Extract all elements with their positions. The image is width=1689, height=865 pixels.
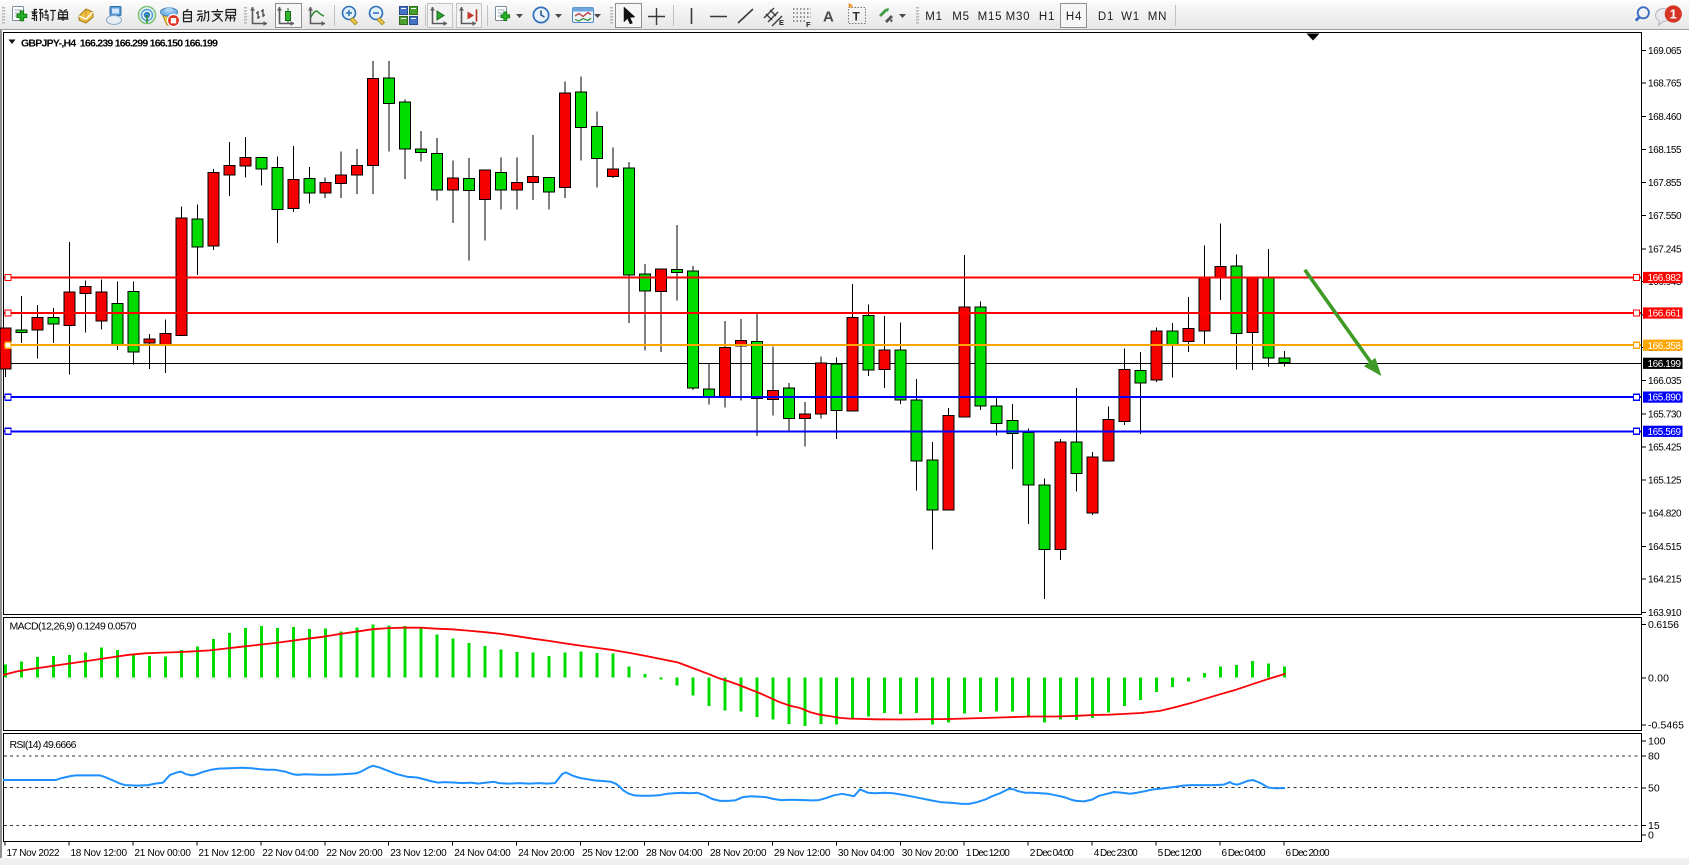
- svg-text:6 Dec 20:00: 6 Dec 20:00: [1286, 848, 1330, 859]
- svg-text:166.661: 166.661: [1648, 309, 1682, 320]
- svg-text:100: 100: [1648, 736, 1666, 748]
- svg-text:166.358: 166.358: [1648, 341, 1682, 352]
- svg-text:24 Nov 20:00: 24 Nov 20:00: [518, 848, 575, 859]
- svg-text:30 Nov 20:00: 30 Nov 20:00: [902, 848, 959, 859]
- svg-text:163.910: 163.910: [1648, 608, 1682, 619]
- svg-text:168.460: 168.460: [1648, 112, 1682, 123]
- svg-text:RSI(14) 49.6666: RSI(14) 49.6666: [10, 739, 77, 751]
- svg-text:24 Nov 04:00: 24 Nov 04:00: [454, 848, 511, 859]
- svg-text:167.550: 167.550: [1648, 211, 1682, 222]
- svg-text:0.6156: 0.6156: [1648, 619, 1679, 631]
- svg-text:165.425: 165.425: [1648, 443, 1682, 454]
- svg-text:W1: W1: [1121, 11, 1140, 23]
- svg-text:164.820: 164.820: [1648, 509, 1682, 520]
- svg-text:165.890: 165.890: [1648, 393, 1682, 404]
- svg-text:-0.5465: -0.5465: [1648, 720, 1684, 732]
- svg-text:4 Dec 23:00: 4 Dec 23:00: [1094, 848, 1138, 859]
- svg-text:M1: M1: [925, 11, 943, 23]
- svg-text:166.982: 166.982: [1648, 273, 1682, 284]
- svg-text:167.855: 167.855: [1648, 178, 1682, 189]
- svg-text:50: 50: [1648, 783, 1660, 795]
- svg-text:28 Nov 04:00: 28 Nov 04:00: [646, 848, 703, 859]
- svg-text:6 Dec 04:00: 6 Dec 04:00: [1222, 848, 1266, 859]
- svg-text:21 Nov 00:00: 21 Nov 00:00: [134, 848, 191, 859]
- svg-text:169.065: 169.065: [1648, 46, 1682, 57]
- svg-text:168.765: 168.765: [1648, 79, 1682, 90]
- svg-text:80: 80: [1648, 751, 1660, 763]
- svg-text:M5: M5: [952, 11, 970, 23]
- svg-text:GBPJPY-,H4 166.239 166.299 16: GBPJPY-,H4 166.239 166.299 166.150 166.1…: [21, 38, 218, 50]
- svg-text:A: A: [823, 9, 834, 26]
- svg-text:H1: H1: [1039, 11, 1055, 23]
- svg-text:18 Nov 12:00: 18 Nov 12:00: [71, 848, 128, 859]
- svg-text:164.215: 164.215: [1648, 575, 1682, 586]
- svg-text:30 Nov 04:00: 30 Nov 04:00: [838, 848, 895, 859]
- svg-text:T: T: [853, 10, 861, 24]
- svg-text:0.00: 0.00: [1648, 673, 1669, 685]
- svg-text:29 Nov 12:00: 29 Nov 12:00: [774, 848, 831, 859]
- svg-text:1 Dec 12:00: 1 Dec 12:00: [966, 848, 1010, 859]
- svg-text:5 Dec 12:00: 5 Dec 12:00: [1158, 848, 1202, 859]
- svg-text:M15: M15: [978, 11, 1003, 23]
- svg-text:0: 0: [1648, 830, 1654, 842]
- svg-text:15: 15: [1648, 820, 1660, 832]
- svg-text:H4: H4: [1066, 11, 1082, 23]
- svg-text:17 Nov 2022: 17 Nov 2022: [7, 848, 60, 859]
- svg-text:165.569: 165.569: [1648, 427, 1682, 438]
- svg-text:28 Nov 20:00: 28 Nov 20:00: [710, 848, 767, 859]
- svg-text:22 Nov 20:00: 22 Nov 20:00: [326, 848, 383, 859]
- svg-text:165.125: 165.125: [1648, 475, 1682, 486]
- svg-text:165.730: 165.730: [1648, 409, 1682, 420]
- svg-text:MN: MN: [1148, 11, 1168, 23]
- svg-text:25 Nov 12:00: 25 Nov 12:00: [582, 848, 639, 859]
- svg-text:MACD(12,26,9) 0.1249 0.0570: MACD(12,26,9) 0.1249 0.0570: [10, 621, 137, 633]
- svg-text:167.245: 167.245: [1648, 244, 1682, 255]
- svg-text:F: F: [806, 20, 811, 29]
- svg-text:E: E: [779, 18, 784, 27]
- svg-text:166.199: 166.199: [1648, 359, 1682, 370]
- svg-text:21 Nov 12:00: 21 Nov 12:00: [198, 848, 255, 859]
- svg-text:22 Nov 04:00: 22 Nov 04:00: [262, 848, 319, 859]
- svg-text:D1: D1: [1098, 11, 1114, 23]
- svg-text:166.035: 166.035: [1648, 376, 1682, 387]
- svg-text:168.155: 168.155: [1648, 145, 1682, 156]
- svg-text:2 Dec 04:00: 2 Dec 04:00: [1030, 848, 1074, 859]
- svg-text:164.515: 164.515: [1648, 542, 1682, 553]
- svg-text:1: 1: [1670, 6, 1677, 21]
- svg-text:23 Nov 12:00: 23 Nov 12:00: [390, 848, 447, 859]
- svg-text:M30: M30: [1006, 11, 1031, 23]
